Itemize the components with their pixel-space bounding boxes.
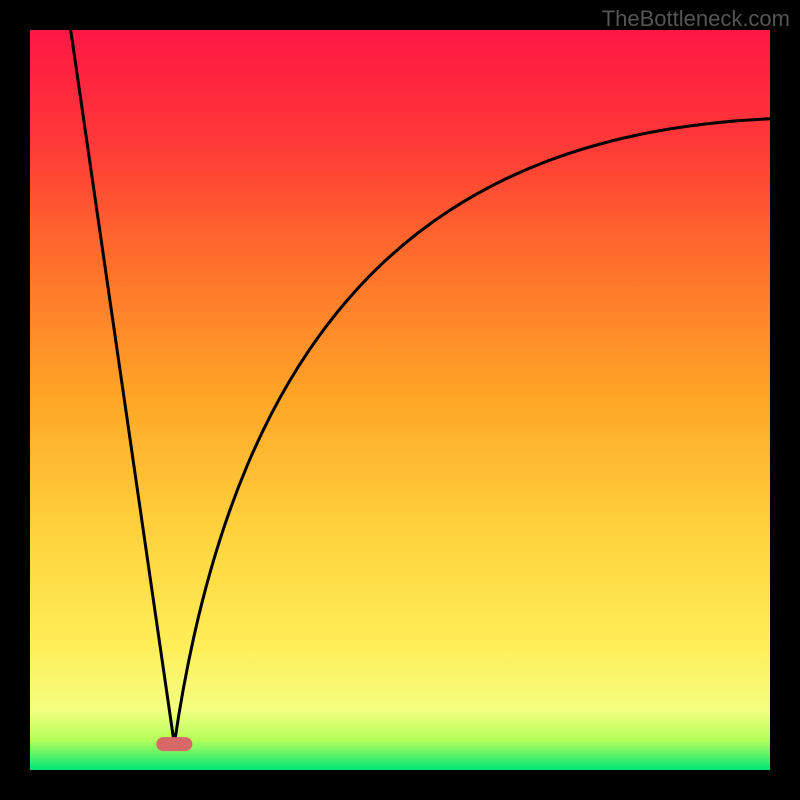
watermark-text: TheBottleneck.com — [602, 6, 790, 32]
chart-container — [0, 0, 800, 800]
optimal-marker — [156, 737, 192, 751]
bottleneck-chart — [0, 0, 800, 800]
chart-background — [30, 30, 770, 770]
